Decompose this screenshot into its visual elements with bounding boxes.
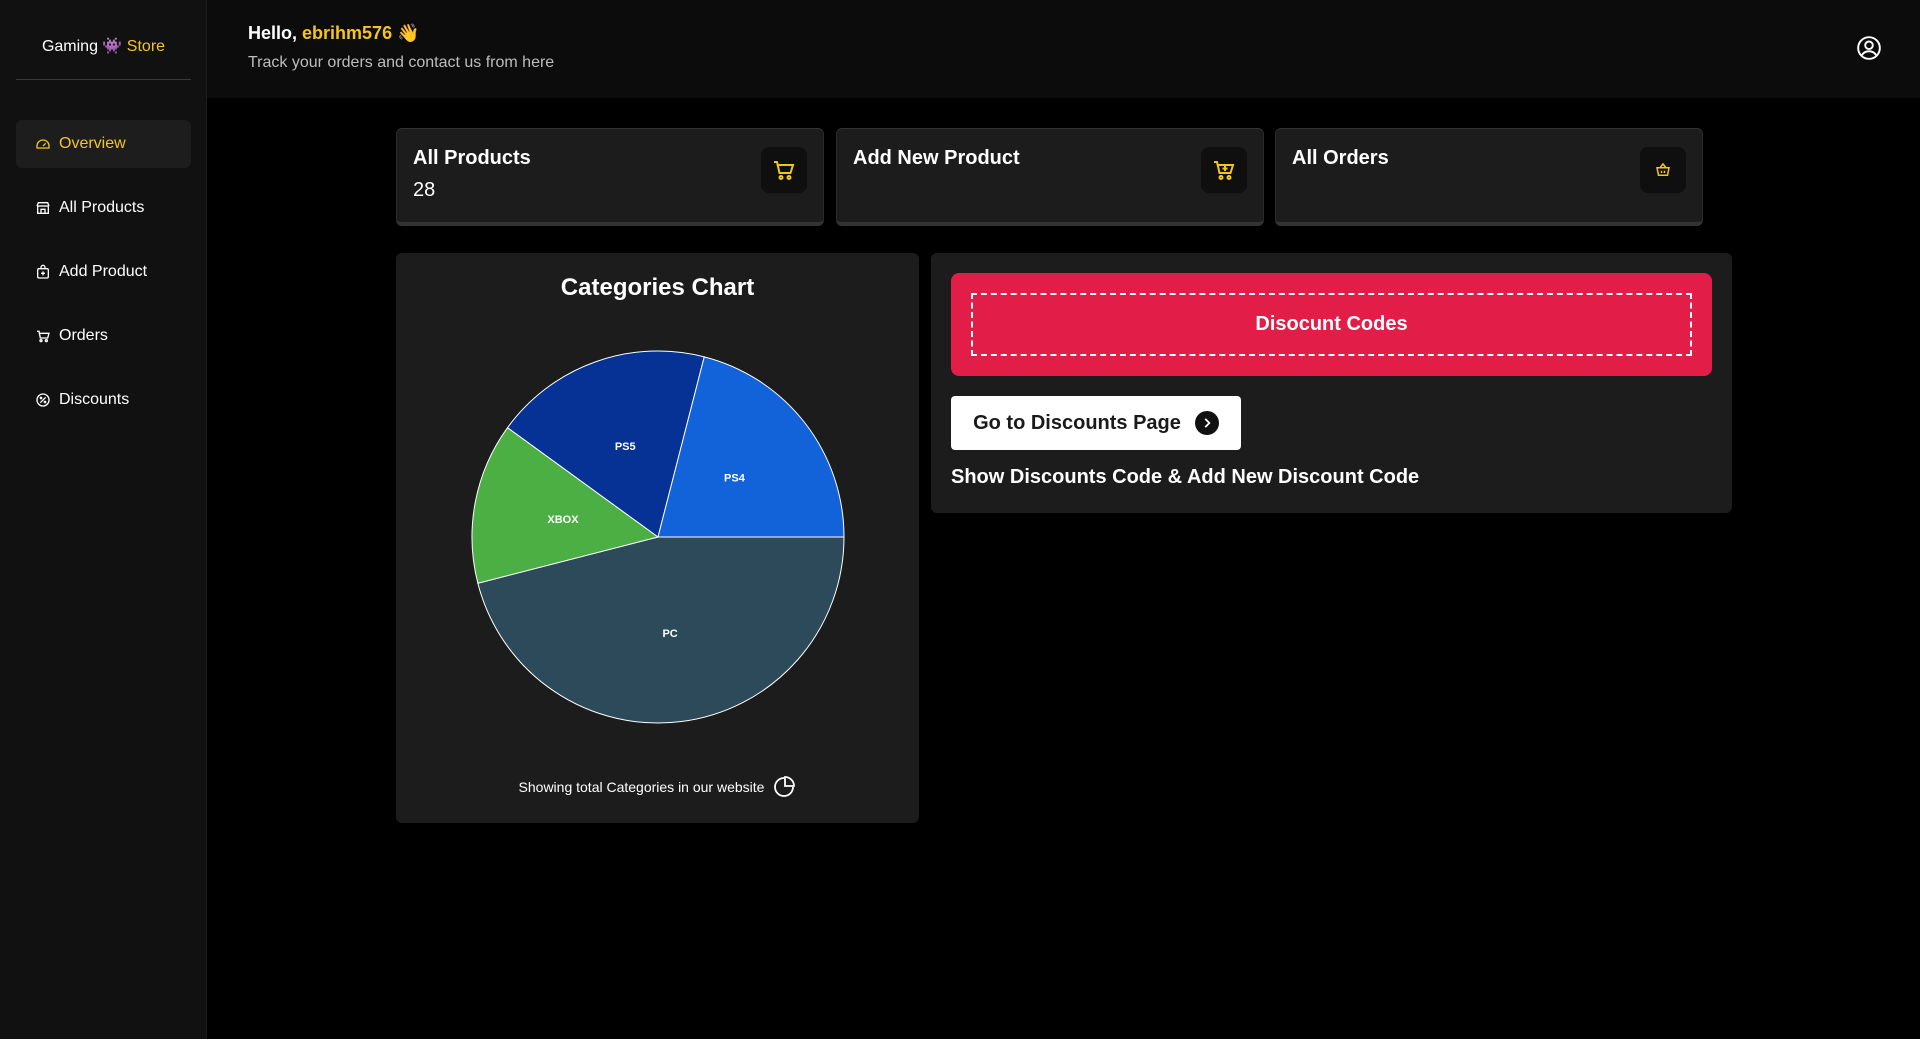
sidebar-item-label: Orders [59, 327, 108, 344]
sidebar-item-discounts[interactable]: Discounts [16, 376, 191, 424]
sidebar-item-all-products[interactable]: All Products [16, 184, 191, 232]
sidebar-item-label: All Products [59, 199, 145, 216]
brand-name-part2: Store [126, 38, 166, 55]
sidebar-nav: Overview All Products Add Product Orders… [16, 120, 191, 440]
sidebar-item-overview[interactable]: Overview [16, 120, 191, 168]
pie-slice-xbox[interactable] [471, 426, 660, 584]
cart-icon [761, 147, 807, 193]
greeting: Hello, ebrihm576 👋 [248, 23, 420, 44]
pie-chart: PC XBOX PS5 PS4 [471, 350, 845, 724]
pie-label-ps4: PS4 [724, 473, 746, 485]
chart-title: Categories Chart [560, 274, 755, 301]
robot-icon: 👾 [102, 38, 123, 55]
pie-slice-ps5[interactable] [506, 350, 705, 538]
header-subtitle: Track your orders and contact us from he… [248, 54, 555, 71]
pie-slice-pc[interactable] [477, 536, 845, 724]
sidebar-item-label: Overview [59, 135, 126, 152]
username: ebrihm576 [302, 23, 393, 43]
chart-footer-text: Showing total Categories in our website [518, 779, 765, 795]
card-count: 28 [413, 179, 436, 201]
discount-description: Show Discounts Code & Add New Discount C… [951, 466, 1420, 488]
brand-logo[interactable]: Gaming 👾 Store [16, 30, 191, 80]
go-to-discounts-button[interactable]: Go to Discounts Page [951, 396, 1241, 450]
go-to-discounts-label: Go to Discounts Page [973, 411, 1181, 434]
sidebar: Gaming 👾 Store Overview All Products Add… [0, 0, 207, 1039]
wave-icon: 👋 [397, 23, 420, 43]
pie-chart-icon [774, 776, 796, 797]
top-header: Hello, ebrihm576 👋 Track your orders and… [207, 0, 1920, 98]
pie-slice-ps4[interactable] [657, 356, 845, 538]
card-title: All Orders [1292, 147, 1389, 169]
pie-label-pc: PC [662, 628, 677, 640]
sidebar-item-add-product[interactable]: Add Product [16, 248, 191, 296]
sidebar-item-label: Add Product [59, 263, 148, 280]
dashboard-icon [35, 136, 51, 152]
card-title: Add New Product [853, 147, 1020, 169]
cart-plus-icon [1201, 147, 1247, 193]
discount-icon [35, 392, 51, 408]
sidebar-item-orders[interactable]: Orders [16, 312, 191, 360]
pie-label-xbox: XBOX [547, 514, 579, 526]
chart-footer: Showing total Categories in our website [396, 775, 919, 799]
store-icon [35, 200, 51, 216]
sidebar-item-label: Discounts [59, 391, 130, 408]
pie-label-ps5: PS5 [615, 441, 636, 453]
all-orders-card[interactable]: All Orders [1275, 128, 1703, 226]
discount-codes-banner: Disocunt Codes [951, 273, 1712, 376]
add-new-product-card[interactable]: Add New Product [836, 128, 1264, 226]
discount-codes-label: Disocunt Codes [971, 293, 1692, 356]
categories-chart-panel: Categories Chart PC XBOX PS5 PS4 Showing to… [396, 253, 919, 823]
greeting-prefix: Hello, [248, 23, 298, 43]
user-circle-icon[interactable] [1856, 35, 1882, 61]
cart-icon [35, 328, 51, 344]
brand-name-part1: Gaming [41, 38, 98, 55]
add-bag-icon [35, 264, 51, 280]
discount-panel: Disocunt Codes Go to Discounts Page Show… [931, 253, 1732, 513]
card-title: All Products [413, 147, 531, 169]
all-products-card[interactable]: All Products 28 [396, 128, 824, 226]
basket-icon [1640, 147, 1686, 193]
chevron-right-icon [1194, 411, 1219, 435]
